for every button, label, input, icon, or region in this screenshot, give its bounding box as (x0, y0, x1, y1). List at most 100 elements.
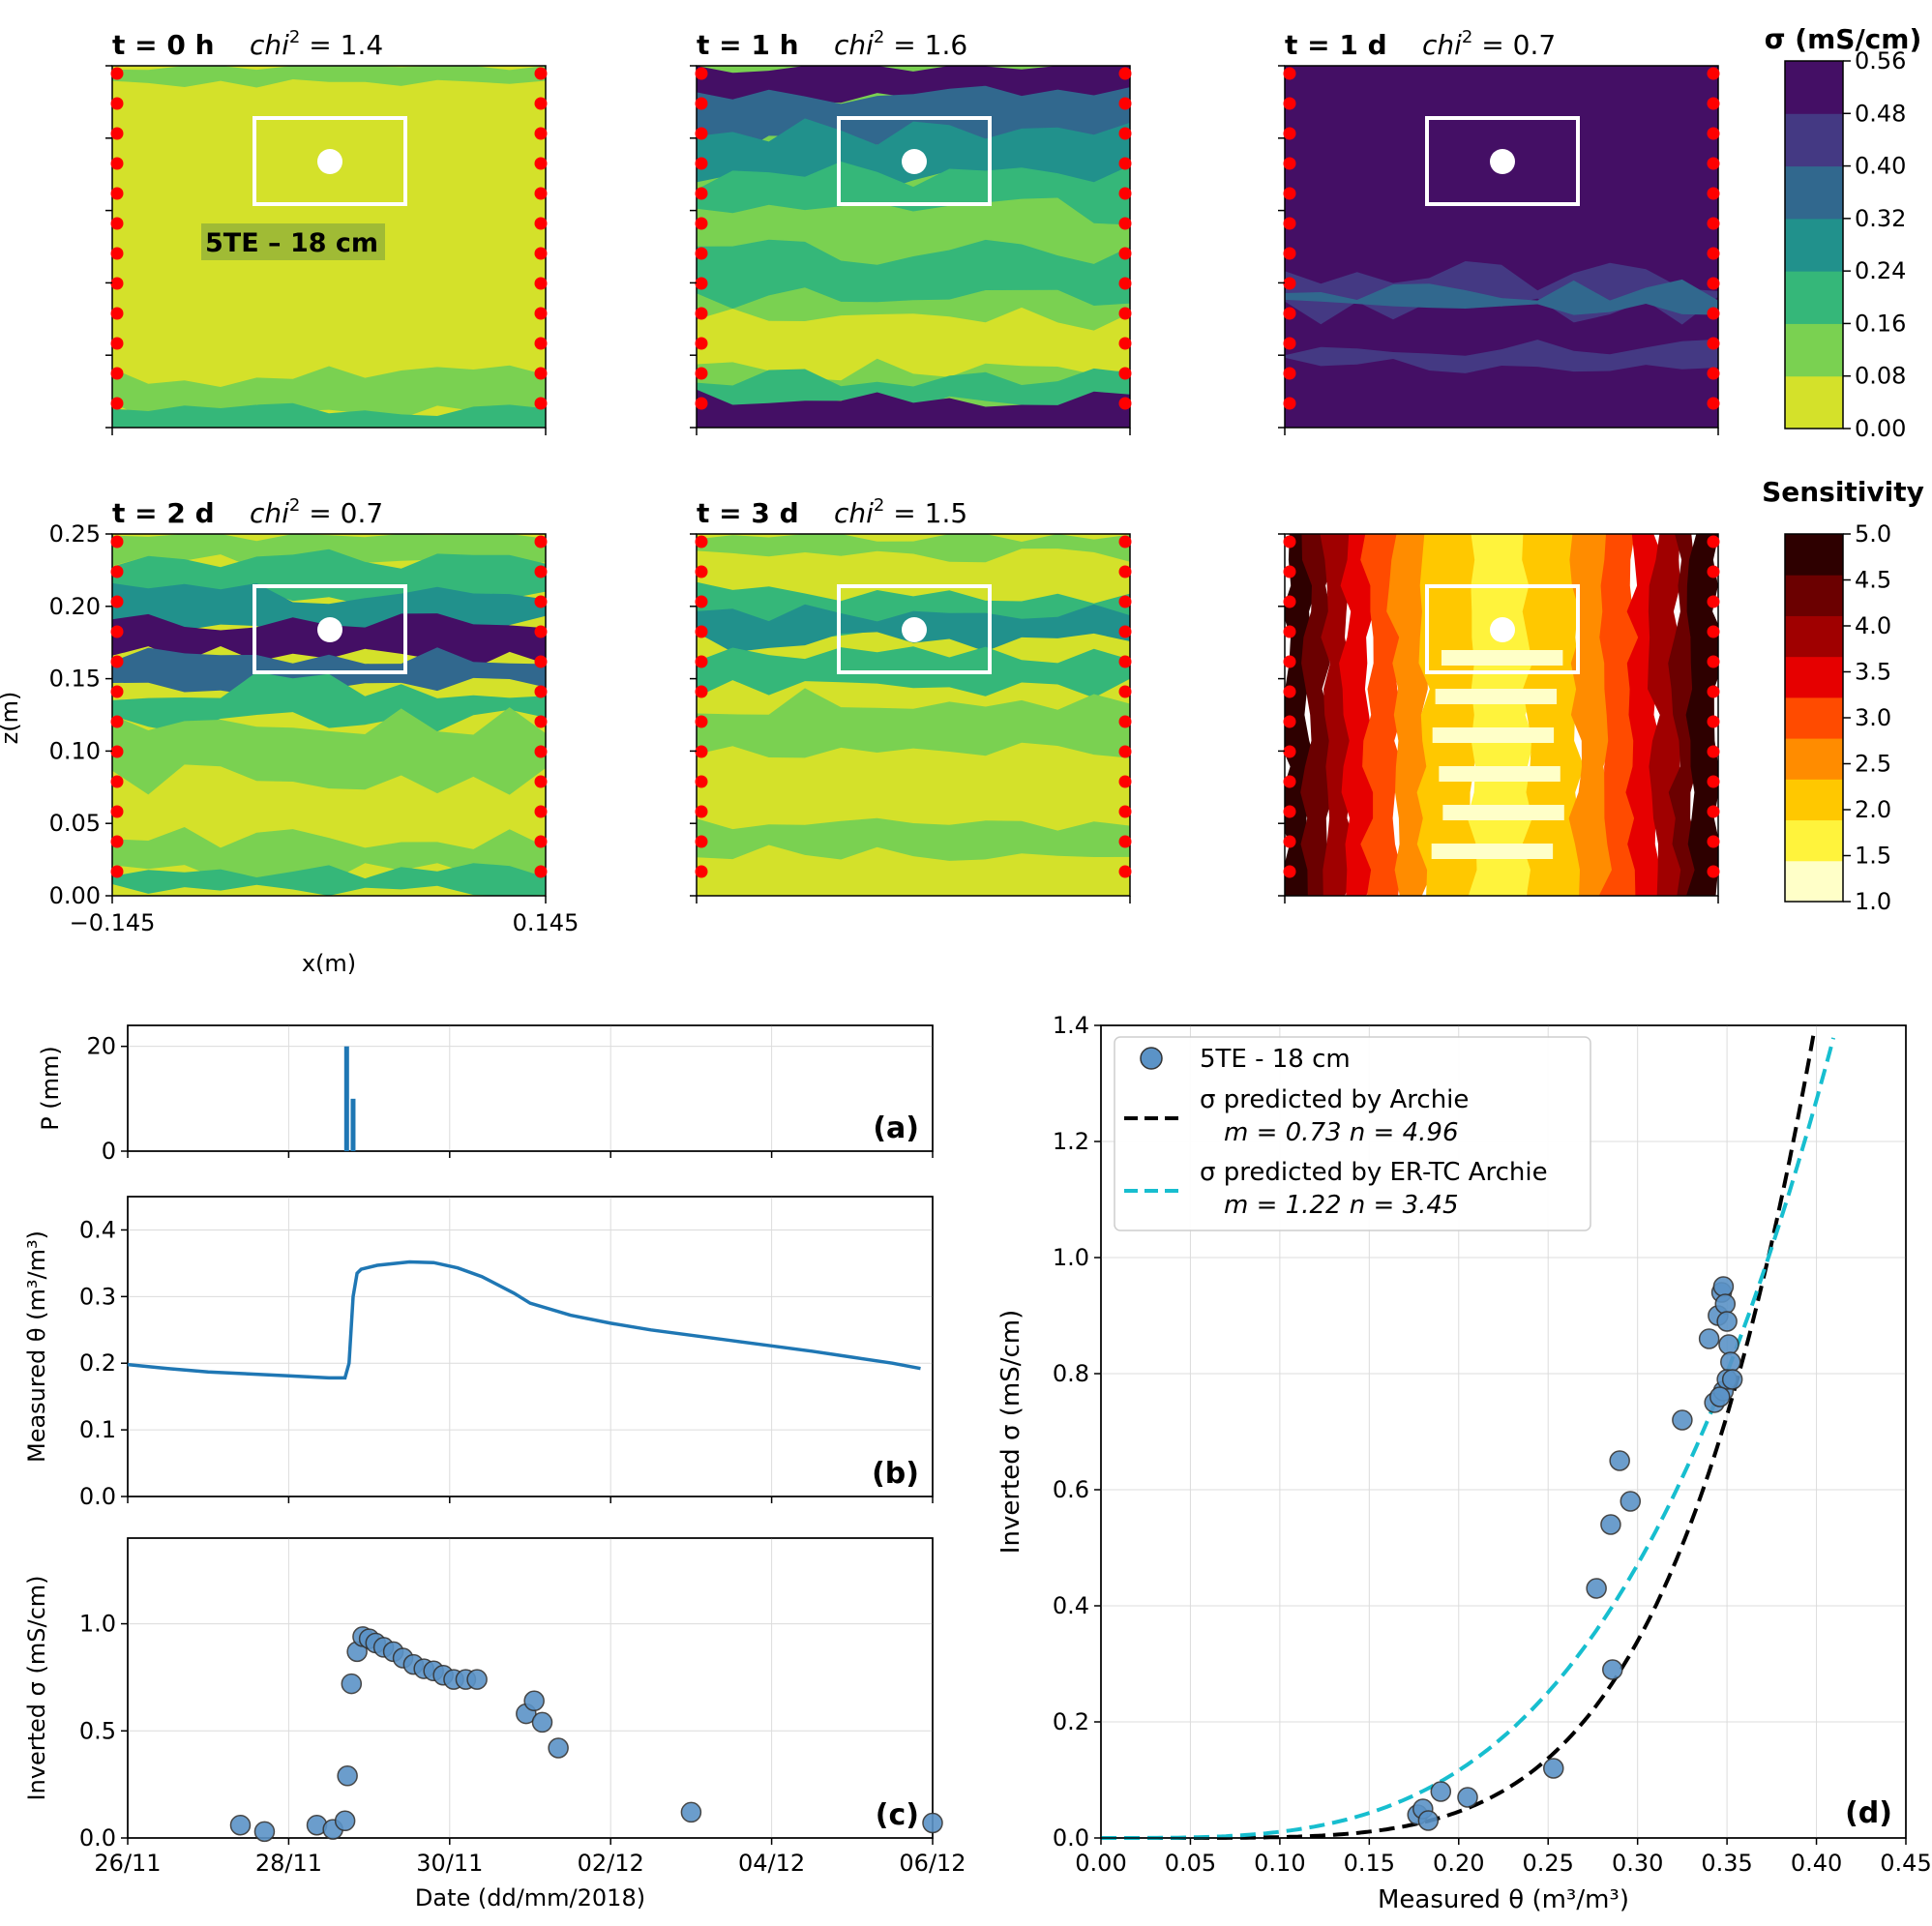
electrode-right (1118, 835, 1132, 848)
sensitivity-colorbar-bin (1785, 860, 1843, 903)
chi-sup: 2 (289, 27, 300, 47)
electrode-right (1707, 715, 1720, 728)
electrode-right (1118, 277, 1132, 290)
x-tick-label: 0.25 (1523, 1850, 1574, 1877)
panel-frame-top (127, 1024, 934, 1152)
contour-band (1285, 279, 1718, 315)
sensitivity-colorbar-tick-label: 2.0 (1855, 796, 1891, 823)
electrode-right (534, 775, 548, 788)
electrode-right (1707, 865, 1720, 878)
map-panel-3: t = 1 d chi2 = 0.7 (1278, 27, 1720, 435)
sensor-box (253, 584, 407, 674)
electrode-left (110, 775, 124, 788)
legend-sublabel: m = 0.73 n = 4.96 (1224, 1118, 1458, 1147)
chi-value: = 1.6 (884, 29, 967, 61)
electrode-right (1118, 367, 1132, 380)
panel-label: (d) (1845, 1796, 1892, 1830)
y-tick-label: 0.4 (1053, 1592, 1089, 1619)
electrode-right (1118, 865, 1132, 878)
sensitivity-colorbar-tick-label: 3.0 (1855, 704, 1891, 731)
electrode-right (1118, 565, 1132, 578)
y-tick-label: 0 (102, 1138, 116, 1165)
electrode-left (1283, 805, 1296, 818)
x-tick-label: 0.45 (1880, 1850, 1931, 1877)
electrode-left (695, 535, 708, 548)
contour-band (697, 688, 1130, 758)
electrode-left (695, 835, 708, 848)
electrode-right (534, 337, 548, 350)
electrode-right (534, 397, 548, 410)
electrode-right (1118, 337, 1132, 350)
panel-label: (b) (872, 1457, 919, 1491)
electrode-left (110, 337, 124, 350)
electrode-left (695, 307, 708, 320)
electrode-left (695, 775, 708, 788)
data-point (548, 1737, 569, 1759)
sensor-point (317, 617, 342, 642)
chi-text: chi (834, 497, 874, 529)
y-axis-label: Inverted σ (mS/cm) (996, 1310, 1025, 1554)
data-point (253, 1821, 276, 1843)
panel-d: 0.00 0.05 0.10 0.15 0.20 0.25 0.30 0.35 0.40 0.45… (996, 1012, 1932, 1914)
sigma-colorbar-bin (1785, 218, 1843, 272)
electrode-right (1118, 127, 1132, 140)
data-point (1602, 1659, 1623, 1680)
electrode-left (110, 535, 124, 548)
sensitivity-colorbar: 1.0 1.5 2.0 2.5 3.0 3.5 4.0 4.5 5.0 Sensitivity (1762, 476, 1924, 915)
electrode-left (1283, 67, 1296, 80)
electrode-left (1283, 685, 1296, 698)
electrode-left (695, 187, 708, 200)
y-tick-label: 0.1 (79, 1416, 116, 1443)
panel-time: t = 1 d (1285, 29, 1387, 61)
sensitivity-band (1339, 534, 1379, 896)
electrode-left (1283, 745, 1296, 758)
data-point (922, 1812, 943, 1834)
contour-band (697, 307, 1130, 381)
electrode-left (1283, 397, 1296, 410)
map-x-tick-label: −0.145 (70, 909, 156, 936)
sensitivity-colorbar-bin (1785, 696, 1843, 739)
electrode-right (534, 865, 548, 878)
x-axis-label: Date (dd/mm/2018) (415, 1884, 645, 1911)
sensor-box (253, 116, 407, 206)
data-point (1709, 1386, 1731, 1407)
electrode-right (534, 217, 548, 230)
electrode-right (1118, 187, 1132, 200)
contour-band (697, 534, 1130, 563)
data-point (680, 1801, 702, 1823)
y-tick-label: 0.0 (79, 1824, 116, 1852)
contour-band (697, 817, 1130, 861)
electrode-left (110, 397, 124, 410)
sensitivity-colorbar-tick-label: 4.0 (1855, 612, 1891, 639)
electrode-left (695, 565, 708, 578)
map-field (112, 66, 546, 428)
sensor-point (902, 617, 927, 642)
electrode-right (1707, 247, 1720, 260)
panel-b: 0.0 0.1 0.2 0.3 0.4 Measured θ (m³/m³) (b) (23, 1196, 934, 1510)
sigma-colorbar-bin (1785, 375, 1843, 430)
electrode-right (1707, 157, 1720, 170)
legend-marker (1140, 1047, 1163, 1070)
electrode-left (110, 685, 124, 698)
electrode-right (1707, 367, 1720, 380)
map-panel-1: t = 0 h chi2 = 1.4 5TE – 18 cm (105, 27, 548, 435)
panel-time: t = 1 h (697, 29, 799, 61)
electrode-left (695, 397, 708, 410)
electrode-right (1118, 535, 1132, 548)
sensitivity-patch (1432, 727, 1555, 743)
electrode-left (110, 97, 124, 110)
sigma-colorbar-tick-label: 0.56 (1855, 47, 1906, 74)
contour-band (112, 707, 546, 795)
contour-band (1285, 339, 1718, 373)
sigma-colorbar-tick-label: 0.48 (1855, 100, 1906, 127)
panel-time: t = 0 h (112, 29, 215, 61)
panel-a: 0 20 P (mm) (a) (37, 1024, 934, 1165)
electrode-right (534, 157, 548, 170)
map-y-tick-label: 0.15 (49, 666, 101, 693)
electrode-right (534, 67, 548, 80)
electrode-right (1707, 127, 1720, 140)
y-tick-label: 1.0 (79, 1611, 116, 1638)
sensor-box (1425, 584, 1580, 674)
electrode-left (110, 187, 124, 200)
